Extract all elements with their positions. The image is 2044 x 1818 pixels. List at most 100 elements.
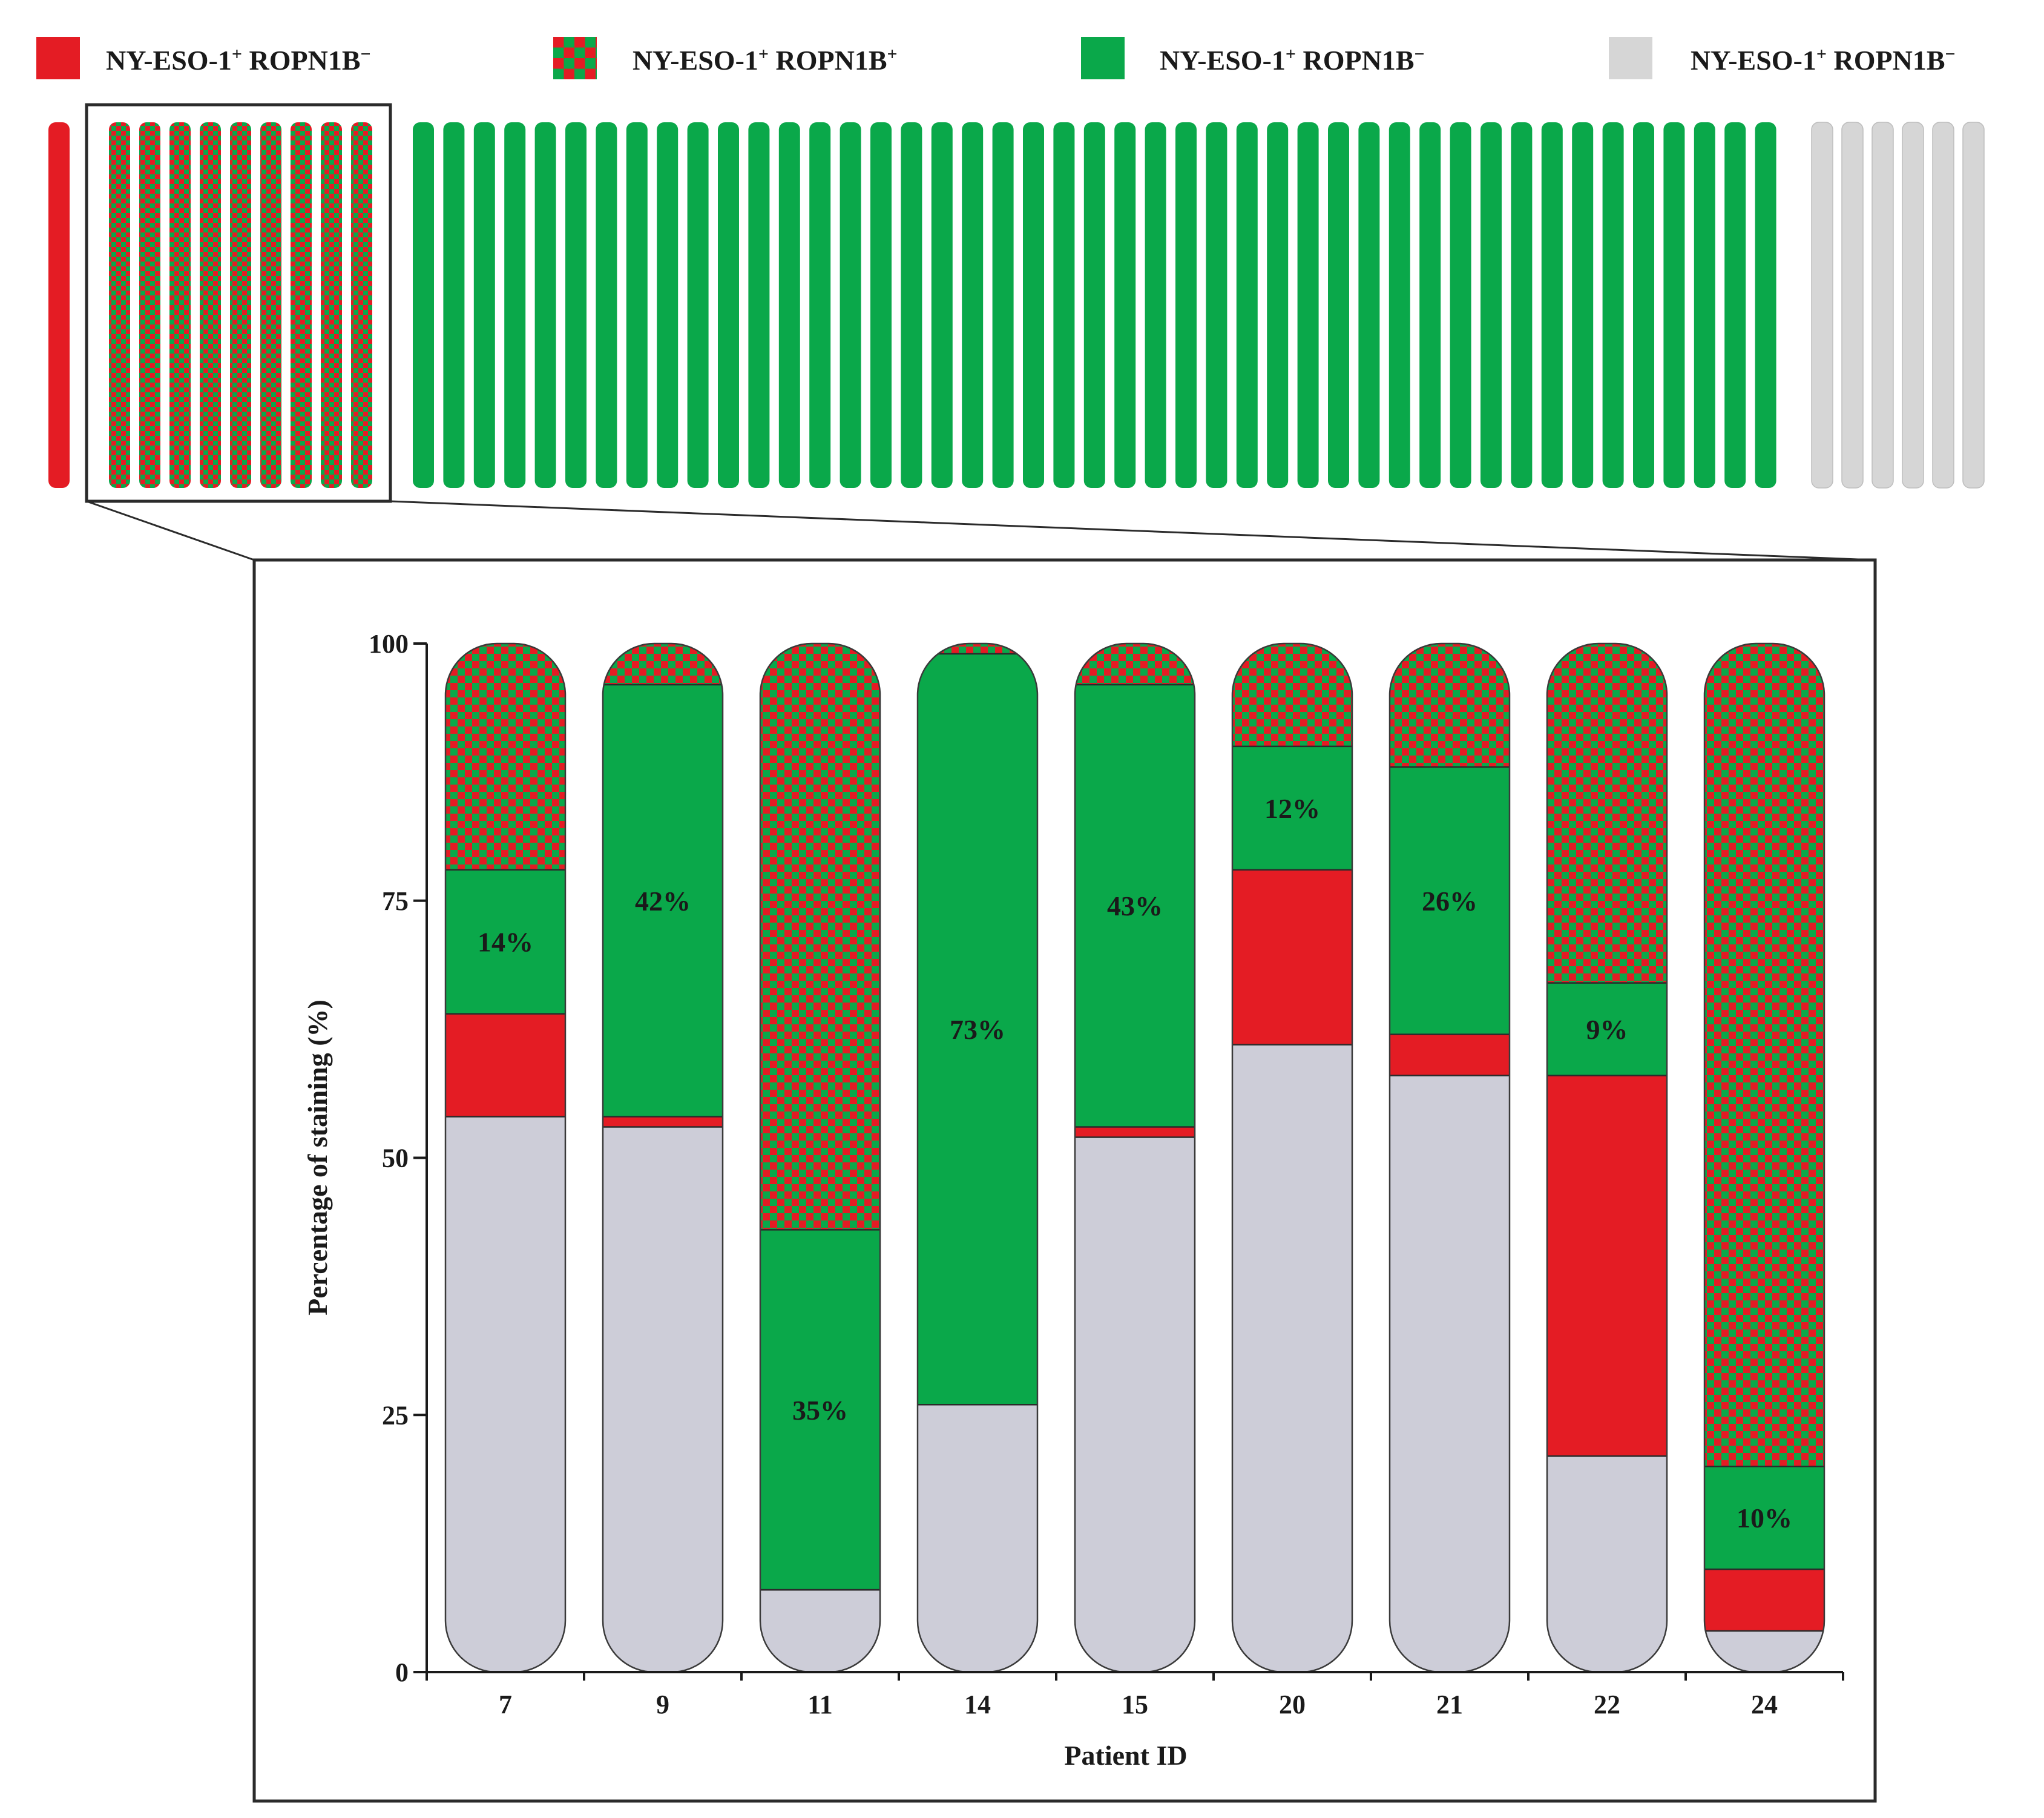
overview-pill — [1541, 122, 1563, 488]
y-tick-label: 0 — [395, 1658, 409, 1687]
overview-pill — [1755, 122, 1776, 488]
bar-segment-green — [1075, 684, 1195, 1127]
bar-segment-red — [1704, 1569, 1824, 1632]
x-axis-title: Patient ID — [1064, 1740, 1187, 1771]
overview-pill — [1633, 122, 1654, 488]
bar-segment-green — [760, 1230, 880, 1590]
data-label: 43% — [1107, 891, 1163, 921]
overview-pill — [1962, 122, 1985, 489]
overview-pill — [1450, 122, 1471, 488]
overview-pill — [1358, 122, 1380, 488]
bar-segment-red — [1075, 1127, 1195, 1138]
overview-pill — [1388, 122, 1410, 488]
bar-segment-grey — [918, 1405, 1037, 1672]
legend-sup-2: − — [361, 44, 371, 64]
overview-pill — [901, 122, 922, 488]
overview-pill — [962, 122, 984, 488]
overview-pill — [870, 122, 892, 488]
legend-label: NY-ESO-1 — [1160, 45, 1286, 76]
bar-segment-green — [1704, 1466, 1824, 1570]
data-label: 73% — [950, 1014, 1005, 1045]
bar-segment-grey — [1390, 1075, 1510, 1672]
x-ticks: 7 9 11 14 15 20 21 22 24 — [426, 1672, 1844, 1719]
bar-segment-checker — [1704, 644, 1824, 1467]
legend-label-2: ROPN1B — [1296, 45, 1415, 76]
bar-segment-grey — [760, 1590, 880, 1672]
overview-pill — [321, 122, 342, 488]
overview-pill — [1602, 122, 1624, 488]
overview-pill — [200, 122, 221, 488]
legend-item-red: NY-ESO-1+ ROPN1B− — [36, 37, 371, 79]
stacked-bar-chart: 14% 42% 35% 73% 43% 12% 26% 9% 10% 0 25 50 75 100 7 9… — [302, 629, 1844, 1771]
overview-pill — [230, 122, 251, 488]
bars — [444, 642, 1825, 1673]
data-label: 42% — [635, 886, 691, 917]
overview-group-green — [413, 122, 1776, 488]
overview-pill — [109, 122, 130, 488]
legend-swatch-checker — [553, 37, 597, 79]
overview-pill — [260, 122, 281, 488]
bar-patient-14 — [918, 644, 1037, 1672]
legend-swatch-red — [36, 37, 80, 79]
bar-segment-red — [1390, 1034, 1510, 1076]
bar-patient-22 — [1547, 644, 1667, 1672]
legend-sup: + — [1286, 44, 1296, 64]
bar-segment-checker — [1547, 644, 1667, 983]
bar-segment-checker — [1390, 644, 1510, 767]
overview-pill — [1811, 122, 1833, 489]
bar-segment-green — [1547, 983, 1667, 1076]
legend-sup: + — [758, 44, 769, 64]
y-ticks: 0 25 50 75 100 — [369, 629, 427, 1687]
data-label: 14% — [478, 927, 533, 958]
y-tick-label: 25 — [382, 1400, 409, 1430]
data-label: 35% — [792, 1395, 848, 1426]
data-label: 10% — [1737, 1503, 1792, 1533]
bar-segment-checker — [1232, 644, 1352, 746]
bar-patient-7 — [445, 644, 565, 1672]
overview-pill — [48, 122, 70, 488]
x-tick-label: 11 — [807, 1690, 833, 1719]
x-tick-label: 24 — [1751, 1690, 1778, 1719]
overview-pill — [687, 122, 709, 488]
overview-pill — [1236, 122, 1258, 488]
overview-pill — [1145, 122, 1166, 488]
legend-label-2: ROPN1B — [242, 45, 361, 76]
bar-segment-green — [445, 869, 565, 1014]
legend-label-2: ROPN1B — [769, 45, 887, 76]
overview-pill — [718, 122, 739, 488]
bar-patient-9 — [603, 644, 723, 1672]
y-tick-label: 50 — [382, 1144, 409, 1173]
bar-segment-grey — [1232, 1044, 1352, 1672]
overview-pill — [1175, 122, 1197, 488]
bar-segment-green — [603, 684, 723, 1117]
overview-pill — [1932, 122, 1954, 489]
legend-label: NY-ESO-1 — [106, 45, 232, 76]
bar-segment-green — [1232, 746, 1352, 870]
bar-segment-green — [1390, 766, 1510, 1035]
overview-pill — [931, 122, 953, 488]
overview-pill — [473, 122, 495, 488]
data-labels: 14% 42% 35% 73% 43% 12% 26% 9% 10% — [478, 793, 1792, 1533]
overview-pill — [1297, 122, 1319, 488]
x-tick-label: 9 — [656, 1690, 669, 1719]
legend-label: NY-ESO-1 — [633, 45, 758, 76]
overview-pill — [626, 122, 648, 488]
legend-sup: + — [1816, 44, 1827, 64]
bar-segment-grey — [1075, 1137, 1195, 1672]
overview-pill — [992, 122, 1014, 488]
legend-swatch-green — [1081, 37, 1125, 79]
data-label: 26% — [1422, 886, 1477, 917]
legend-label-2: ROPN1B — [1827, 45, 1945, 76]
overview-pill — [1114, 122, 1136, 488]
legend-item-checker: NY-ESO-1+ ROPN1B+ — [553, 37, 898, 79]
x-tick-label: 7 — [499, 1690, 512, 1719]
legend-sup: + — [232, 44, 242, 64]
bar-segment-red — [603, 1116, 723, 1127]
overview-pill — [657, 122, 679, 488]
zoom-connector-left — [86, 500, 255, 561]
bar-segment-red — [1547, 1075, 1667, 1457]
svg-text:NY-ESO-1+ ROPN1B+: NY-ESO-1+ ROPN1B+ — [633, 44, 898, 76]
zoom-connector-right — [390, 500, 1874, 561]
overview-pill — [1511, 122, 1533, 488]
